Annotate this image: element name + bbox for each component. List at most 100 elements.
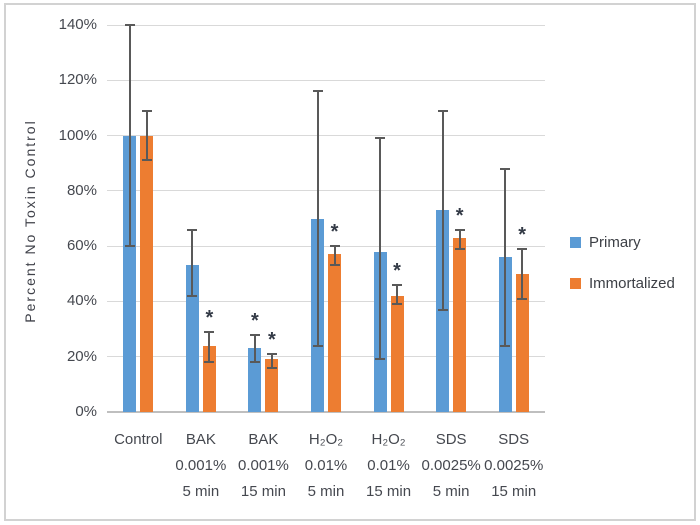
error-bar-cap-top (454, 228, 465, 231)
category-label: BAK (248, 431, 279, 448)
category-label: H₂O₂ (308, 431, 344, 448)
significance-asterisk: * (518, 223, 527, 246)
gridline (107, 300, 545, 302)
gridline (107, 356, 545, 358)
category-label: 0.01% (367, 457, 410, 474)
immortalized-bar (328, 254, 341, 412)
error-bar-cap-bottom (375, 358, 386, 361)
error-bar-cap-bottom (141, 159, 152, 162)
category-label: SDS (498, 431, 530, 448)
error-bar-cap-bottom (392, 303, 403, 306)
primary-bar (185, 265, 199, 412)
category-label: Control (114, 431, 163, 448)
immortalized-series-swatch (570, 278, 581, 289)
error-bar-cap-bottom (249, 361, 260, 364)
legend-label-primary: Primary (589, 234, 641, 251)
y-tick-label: 140% (58, 16, 97, 33)
error-bar-cap-top (204, 330, 215, 333)
legend-item-primary: Primary (570, 234, 675, 251)
primary-bar (123, 135, 137, 412)
category-label: 0.0025% (484, 457, 544, 474)
immortalized-bar (515, 273, 529, 412)
gridline (107, 135, 545, 137)
significance-asterisk: * (330, 221, 339, 244)
legend: Primary Immortalized (570, 234, 675, 316)
error-bar-line (504, 168, 507, 346)
legend-item-immortalized: Immortalized (570, 275, 675, 292)
error-bar-line (458, 229, 461, 249)
immortalized-bar (140, 135, 154, 412)
error-bar-cap-top (312, 90, 323, 93)
error-bar-line (128, 25, 131, 247)
error-bar-cap-top (329, 245, 340, 248)
y-tick-label: 20% (66, 347, 97, 365)
primary-bar (248, 348, 262, 412)
y-tick-label: 80% (66, 181, 97, 199)
category-label: 0.001% (175, 457, 227, 474)
error-bar-cap-top (437, 109, 448, 112)
category-label: 0.001% (237, 457, 289, 474)
error-bar-cap-top (187, 228, 198, 231)
category-label: SDS (435, 431, 467, 448)
significance-asterisk: * (393, 259, 401, 282)
x-axis-line (107, 411, 545, 413)
category-label: 15 min (366, 483, 412, 500)
legend-label-immortalized: Immortalized (589, 275, 675, 292)
significance-asterisk: * (268, 328, 276, 351)
immortalized-bar (390, 295, 404, 412)
error-bar-cap-bottom (517, 297, 528, 300)
immortalized-bar (265, 359, 279, 412)
category-label: 15 min (240, 483, 286, 500)
error-bar-cap-top (141, 109, 152, 112)
error-bar-cap-bottom (437, 308, 448, 311)
error-bar-cap-bottom (500, 344, 511, 347)
error-bar-cap-bottom (124, 245, 135, 248)
error-bar-line (191, 229, 194, 296)
category-label: 5 min (182, 483, 220, 500)
category-label: H₂O₂ (371, 431, 406, 448)
gridline (107, 245, 545, 247)
error-bar-line (145, 110, 148, 161)
gridline (107, 24, 545, 26)
y-tick-label: 40% (66, 292, 97, 310)
y-tick-label: 120% (58, 71, 97, 89)
y-tick-label: 60% (66, 237, 97, 255)
error-bar-cap-top (500, 167, 511, 170)
error-bar-line (208, 331, 211, 363)
error-bar-cap-bottom (266, 366, 277, 369)
category-label: BAK (185, 431, 216, 448)
error-bar-cap-top (249, 333, 260, 336)
error-bar-cap-top (517, 247, 528, 250)
gridline (107, 190, 545, 192)
category-label: 5 min (307, 483, 345, 500)
error-bar-line (333, 246, 336, 266)
error-bar-cap-bottom (204, 361, 215, 364)
plot-area: * * * * * * * (107, 24, 545, 413)
error-bar-cap-bottom (329, 264, 340, 267)
y-tick-label: 0% (75, 403, 97, 420)
category-label: 0.0025% (421, 457, 481, 474)
category-label: 0.01% (304, 457, 348, 474)
category-label: 5 min (432, 483, 470, 500)
primary-series-swatch (570, 237, 581, 248)
significance-asterisk: * (455, 204, 464, 227)
error-bar-line (316, 91, 319, 346)
error-bar-line (253, 334, 256, 363)
primary-bar (436, 210, 450, 412)
error-bar-cap-top (124, 24, 135, 26)
significance-asterisk: * (205, 306, 214, 329)
category-label: 15 min (491, 483, 537, 500)
error-bar-line (379, 138, 382, 360)
error-bar-line (521, 248, 524, 299)
error-bar-cap-top (392, 283, 403, 286)
error-bar-line (441, 110, 444, 310)
error-bar-cap-bottom (187, 294, 198, 297)
error-bar-line (270, 353, 273, 368)
y-tick-label: 100% (58, 126, 97, 144)
immortalized-bar (453, 237, 467, 412)
error-bar-cap-top (266, 352, 277, 355)
error-bar-line (396, 284, 399, 305)
gridline (107, 79, 545, 81)
error-bar-cap-bottom (312, 344, 323, 347)
